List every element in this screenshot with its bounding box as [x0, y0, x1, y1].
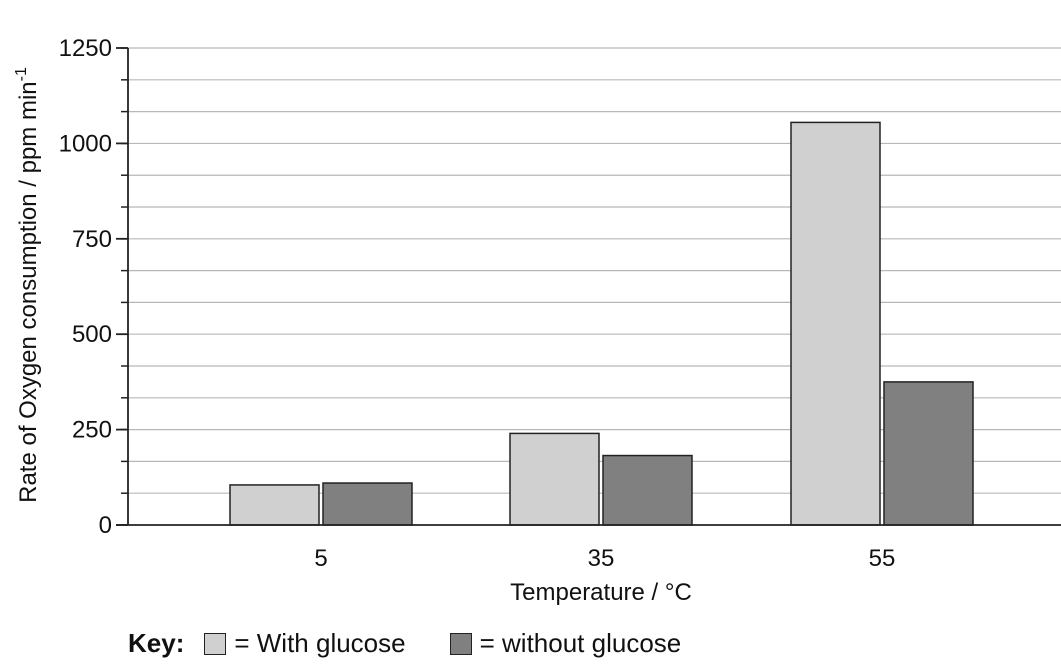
axes — [116, 47, 1061, 526]
key-title: Key: — [128, 628, 185, 658]
y-tick-label: 1250 — [59, 35, 112, 62]
key-item-with-glucose: = With glucose — [204, 628, 406, 659]
key-label-with-glucose: = With glucose — [234, 628, 406, 658]
x-tick-label: 5 — [314, 545, 327, 572]
y-tick-label: 1000 — [59, 130, 112, 157]
bars — [229, 121, 974, 526]
bar-without-glucose-5 — [322, 482, 413, 526]
x-tick-label: 55 — [869, 545, 896, 572]
y-axis-title-main: Rate of Oxygen consumption / ppm min — [15, 81, 42, 503]
y-tick-label: 750 — [72, 226, 112, 253]
y-axis-title-superscript: -1 — [13, 67, 30, 81]
key-item-without-glucose: = without glucose — [449, 628, 682, 659]
y-axis-title: Rate of Oxygen consumption / ppm min-1 — [13, 67, 42, 503]
tick-labels: 0 250 500 750 1000 1250 5 35 55 — [59, 35, 896, 572]
y-tick-label: 500 — [72, 321, 112, 348]
legend-key: Key: = With glucose = without glucose — [128, 628, 725, 659]
bar-with-glucose-35 — [509, 432, 600, 526]
x-tick-label: 35 — [588, 545, 615, 572]
bar-chart: 0 250 500 750 1000 1250 5 35 55 Temperature / °C… — [13, 35, 1061, 606]
swatch-with-glucose — [204, 632, 227, 655]
x-axis-title: Temperature / °C — [510, 579, 692, 606]
gridlines — [128, 47, 1061, 494]
swatch-without-glucose — [449, 632, 472, 655]
bar-with-glucose-5 — [229, 484, 320, 526]
y-tick-label: 250 — [72, 417, 112, 444]
bar-without-glucose-55 — [883, 381, 974, 526]
key-label-without-glucose: = without glucose — [479, 628, 682, 658]
bar-without-glucose-35 — [602, 454, 693, 526]
y-tick-label: 0 — [99, 512, 112, 539]
bar-with-glucose-55 — [790, 121, 881, 526]
